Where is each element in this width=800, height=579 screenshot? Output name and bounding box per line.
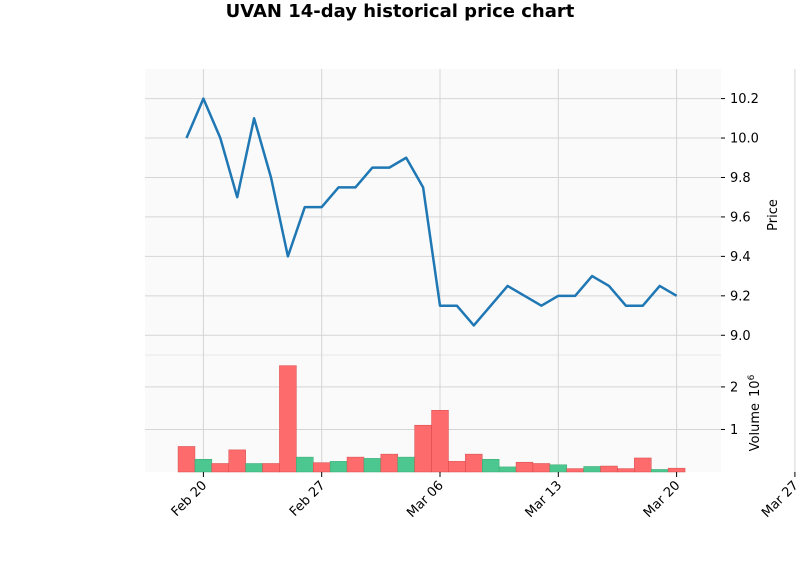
price-panel-background	[145, 69, 721, 355]
x-tick-label: Mar 13	[523, 478, 566, 521]
price-axis-label: Price	[766, 199, 781, 231]
volume-bar	[465, 453, 483, 473]
volume-bar	[380, 453, 399, 473]
volume-bar	[651, 469, 669, 473]
volume-y-ticks: 12	[721, 380, 738, 438]
price-tick-label: 9.8	[730, 171, 751, 186]
price-line	[185, 97, 678, 327]
x-tick-label: Mar 27	[759, 478, 800, 521]
x-tick-label: Mar 20	[641, 478, 684, 521]
volume-bar	[600, 465, 618, 473]
x-gridlines	[202, 69, 796, 472]
volume-tick-label: 1	[730, 423, 738, 438]
price-y-ticks: 9.0 9.2 9.4 9.6 9.8 10.0 10.2	[721, 92, 759, 344]
price-tick-label: 9.0	[730, 329, 751, 344]
x-tick-label: Feb 27	[287, 478, 329, 520]
volume-bar	[363, 458, 382, 473]
volume-bar	[397, 456, 415, 473]
volume-bar	[228, 449, 246, 473]
volume-bar	[482, 458, 500, 473]
volume-bar	[498, 466, 517, 473]
volume-bar	[566, 468, 584, 473]
volume-axis-exponent: 6	[747, 374, 757, 380]
price-tick-label: 9.4	[730, 250, 751, 265]
x-ticks: Feb 20 Feb 27 Mar 06 Mar 13 Mar 20 Mar 27	[169, 472, 800, 521]
volume-axis-label-text: Volume	[748, 403, 763, 451]
volume-bar	[177, 446, 196, 473]
volume-bar	[279, 365, 297, 473]
x-tick-label: Feb 20	[169, 478, 211, 520]
volume-bar	[414, 424, 432, 473]
price-tick-label: 9.6	[730, 210, 751, 225]
volume-bar	[346, 456, 365, 473]
volume-bar	[667, 467, 686, 473]
volume-bar	[431, 410, 449, 473]
volume-bar	[634, 457, 652, 473]
volume-bar	[549, 464, 567, 473]
volume-bar	[313, 462, 331, 473]
price-tick-label: 9.2	[730, 289, 751, 304]
volume-bar	[617, 468, 635, 473]
volume-tick-label: 2	[730, 380, 738, 395]
volume-bar	[211, 463, 230, 473]
chart-title: UVAN 14-day historical price chart	[226, 1, 575, 22]
volume-axis-multiplier: 10	[748, 380, 763, 397]
volume-bar	[296, 456, 314, 473]
price-tick-label: 10.0	[730, 132, 759, 147]
volume-bar	[448, 461, 466, 473]
volume-bar	[245, 463, 263, 473]
volume-bar	[583, 466, 601, 473]
x-tick-label: Mar 06	[404, 478, 447, 521]
volume-bar	[262, 463, 280, 473]
volume-bar	[515, 461, 534, 473]
price-tick-label: 10.2	[730, 92, 759, 107]
volume-axis-label: Volume 106	[747, 374, 763, 451]
volume-bar	[194, 458, 213, 473]
volume-bar	[532, 463, 551, 473]
volume-bar	[329, 461, 348, 473]
